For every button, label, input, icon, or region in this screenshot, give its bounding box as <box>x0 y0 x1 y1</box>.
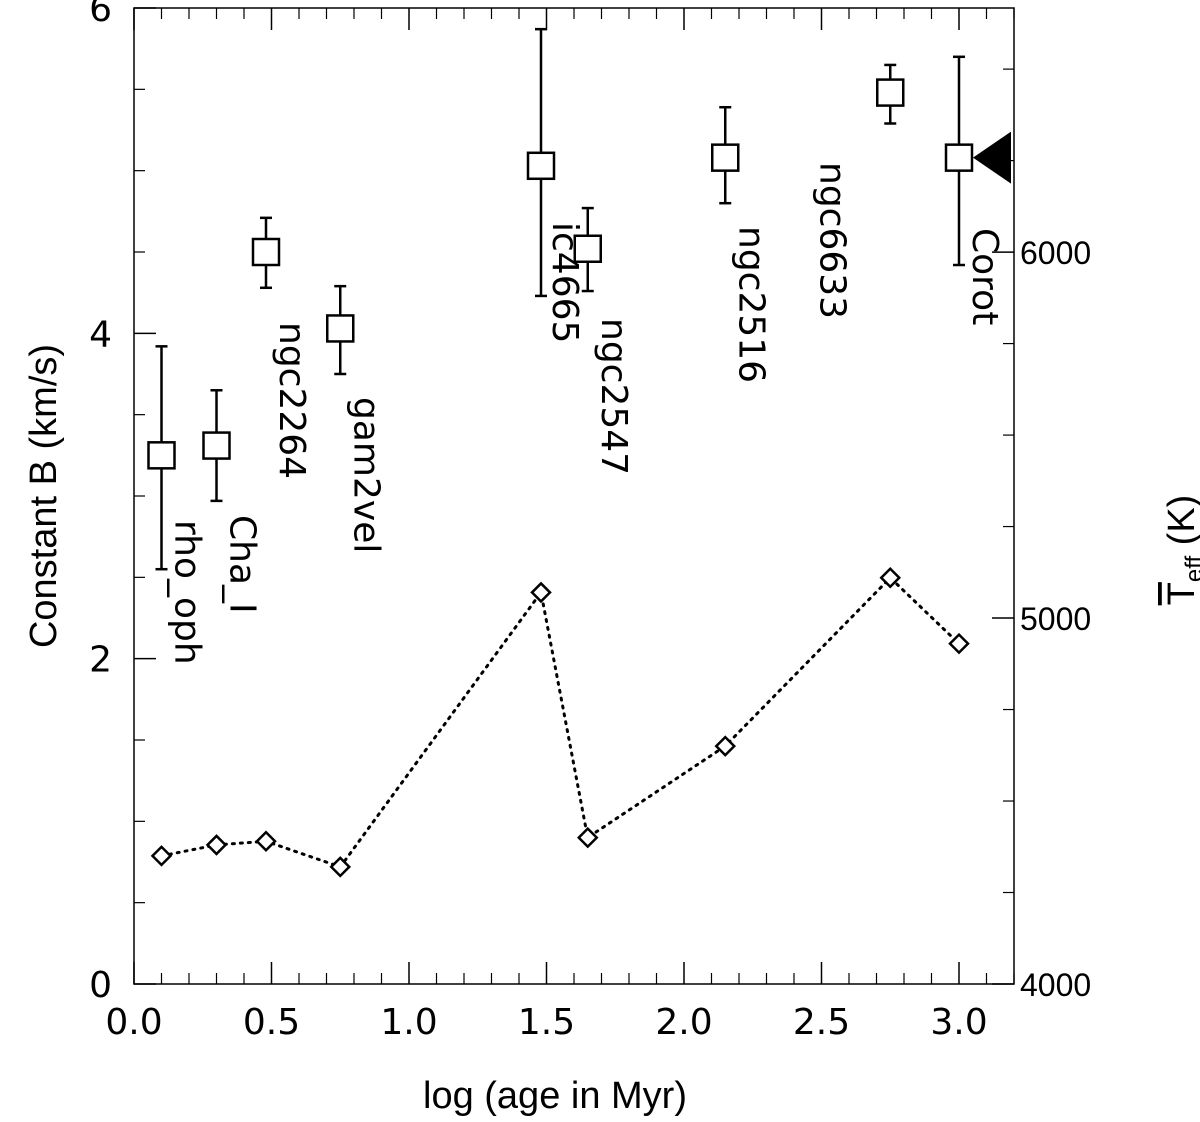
teff-diamond-marker <box>205 834 228 856</box>
y-axis-label: Constant B (km/s) <box>23 344 65 648</box>
y2-axis-label-unit: (K) <box>1161 495 1200 556</box>
square-marker <box>147 441 176 470</box>
teff-diamond-marker <box>948 632 970 655</box>
corot-arrow-marker <box>973 131 1011 184</box>
y-tick-label: 0 <box>89 965 112 1006</box>
x-axis-label: log (age in Myr) <box>423 1075 687 1117</box>
teff-diamond-marker <box>530 581 552 604</box>
cluster-label: ngc2547 <box>593 318 634 475</box>
teff-dotted-line <box>160 575 961 869</box>
x-tick-label: 2.0 <box>655 1002 712 1043</box>
x-axis-ticks: 0.0 0.5 1.0 1.5 2.0 2.5 3.0 <box>105 8 1015 1043</box>
square-marker <box>251 237 281 267</box>
y2-tick-label: 5000 <box>1020 601 1091 637</box>
x-tick-label: 2.5 <box>793 1002 850 1043</box>
teff-diamond-marker <box>714 735 737 757</box>
square-marker <box>526 151 556 181</box>
teff-diamond-marker <box>329 856 352 878</box>
constant-b-series <box>147 27 974 571</box>
teff-diamond-marker <box>879 567 902 589</box>
teff-diamond-marker <box>255 830 277 853</box>
y2-tick-label: 6000 <box>1020 235 1091 271</box>
x-tick-label: 0.0 <box>105 1002 162 1043</box>
cluster-label: Cha_I <box>222 515 263 614</box>
y-axis-ticks: 0 2 4 6 <box>89 0 156 1006</box>
y-tick-label: 2 <box>89 640 112 681</box>
cluster-label: ngc2264 <box>271 322 312 479</box>
y2-axis-ticks: 4000 5000 6000 <box>992 68 1091 1003</box>
cluster-label: rho_oph <box>167 520 208 665</box>
svg-text:Teff (K): Teff (K) <box>1161 495 1200 606</box>
y2-axis-label: Teff (K) <box>1161 495 1200 606</box>
square-marker <box>202 431 231 460</box>
cluster-label: ngc6633 <box>811 162 852 319</box>
y2-axis-label-sub: eff <box>1181 556 1200 583</box>
y2-axis-label-main: T <box>1161 582 1200 605</box>
cluster-label: gam2vel <box>345 397 386 553</box>
y2-tick-label: 4000 <box>1020 967 1091 1003</box>
x-tick-label: 0.5 <box>243 1002 300 1043</box>
y-tick-label: 6 <box>89 0 112 30</box>
cluster-label: ngc2516 <box>730 226 771 383</box>
teff-series <box>150 567 970 878</box>
square-marker <box>326 314 355 343</box>
teff-diamond-marker <box>150 845 173 867</box>
x-tick-label: 3.0 <box>930 1002 987 1043</box>
square-marker <box>573 234 602 263</box>
teff-diamond-marker <box>576 826 599 849</box>
square-marker <box>711 143 740 172</box>
square-marker <box>944 143 974 172</box>
square-marker <box>876 78 905 107</box>
cluster-label: Corot <box>964 228 1005 325</box>
x-tick-label: 1.0 <box>380 1002 437 1043</box>
cluster-label: ic4665 <box>544 222 585 343</box>
x-tick-label: 1.5 <box>518 1002 575 1043</box>
y-tick-label: 4 <box>89 314 112 355</box>
